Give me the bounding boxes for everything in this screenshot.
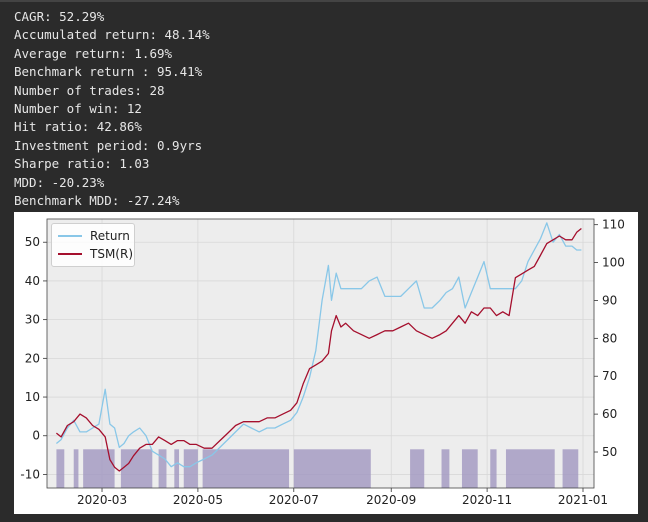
position-period: [293, 449, 371, 488]
x-tick-label: 2020-11: [462, 493, 512, 507]
y-left-tick-label: 50: [25, 235, 40, 249]
x-tick-label: 2020-07: [269, 493, 319, 507]
window-top-border: [0, 0, 648, 2]
stat-accumulated-return: Accumulated return: 48.14%: [14, 27, 210, 43]
stat-number-of-win: Number of win: 12: [14, 101, 142, 117]
y-left-tick-label: 40: [25, 274, 40, 288]
y-right-tick-label: 90: [602, 293, 617, 307]
plot-area: [47, 219, 594, 488]
stats-panel: CAGR: 52.29% Accumulated return: 48.14% …: [14, 8, 210, 210]
stat-hit-ratio: Hit ratio: 42.86%: [14, 119, 142, 135]
position-period: [174, 449, 180, 488]
stat-benchmark-mdd: Benchmark MDD: -27.24%: [14, 193, 180, 209]
stat-sharpe-ratio: Sharpe ratio: 1.03: [14, 156, 150, 172]
y-right-tick-label: 50: [602, 445, 617, 459]
y-right-tick-label: 70: [602, 369, 617, 383]
legend-item-benchmark: TSM(R): [58, 245, 133, 263]
legend-item-return: Return: [58, 227, 130, 245]
position-period: [441, 449, 450, 488]
y-left-tick-label: 30: [25, 313, 40, 327]
position-period: [183, 449, 198, 488]
y-right-tick-label: 110: [602, 218, 625, 232]
backtest-figure: -10 0 10 20 30 40 50 2020-03 2020-05 2020-07 2020-…: [14, 212, 638, 514]
legend-swatch-benchmark: [58, 253, 82, 255]
stat-average-return: Average return: 1.69%: [14, 45, 173, 61]
y-left-tick-label: 0: [32, 429, 40, 443]
position-period: [83, 449, 115, 488]
benchmark-line: [55, 227, 582, 472]
position-period: [562, 449, 579, 488]
y-left-tick-label: 10: [25, 390, 40, 404]
stat-cagr: CAGR: 52.29%: [14, 9, 105, 24]
stat-number-of-trades: Number of trades: 28: [14, 82, 165, 98]
position-period: [120, 449, 153, 488]
position-period: [490, 449, 497, 488]
y-right-tick-label: 100: [602, 256, 625, 270]
y-left-tick-label: -10: [20, 467, 40, 481]
position-period: [56, 449, 65, 488]
position-period: [202, 449, 290, 488]
backtest-chart: -10 0 10 20 30 40 50 2020-03 2020-05 2020-07 2020-…: [20, 218, 625, 507]
x-tick-label: 2020-05: [173, 493, 223, 507]
y-right-tick-label: 60: [602, 407, 617, 421]
position-period: [410, 449, 425, 488]
position-period: [505, 449, 555, 488]
return-line: [55, 222, 582, 468]
legend-label-return: Return: [90, 229, 130, 243]
x-tick-label: 2020-09: [366, 493, 416, 507]
legend-label-benchmark: TSM(R): [90, 247, 134, 261]
chart-legend: Return TSM(R): [51, 223, 135, 267]
y-left-tick-label: 20: [25, 351, 40, 365]
y-right-tick-label: 80: [602, 331, 617, 345]
stat-benchmark-return: Benchmark return : 95.41%: [14, 64, 203, 80]
x-tick-label: 2021-01: [558, 493, 608, 507]
position-period: [73, 449, 79, 488]
legend-swatch-return: [58, 235, 82, 237]
stat-mdd: MDD: -20.23%: [14, 174, 105, 190]
position-period: [461, 449, 478, 488]
position-period: [158, 449, 167, 488]
x-tick-label: 2020-03: [77, 493, 127, 507]
plot-frame: [46, 218, 595, 489]
stat-investment-period: Investment period: 0.9yrs: [14, 137, 203, 153]
